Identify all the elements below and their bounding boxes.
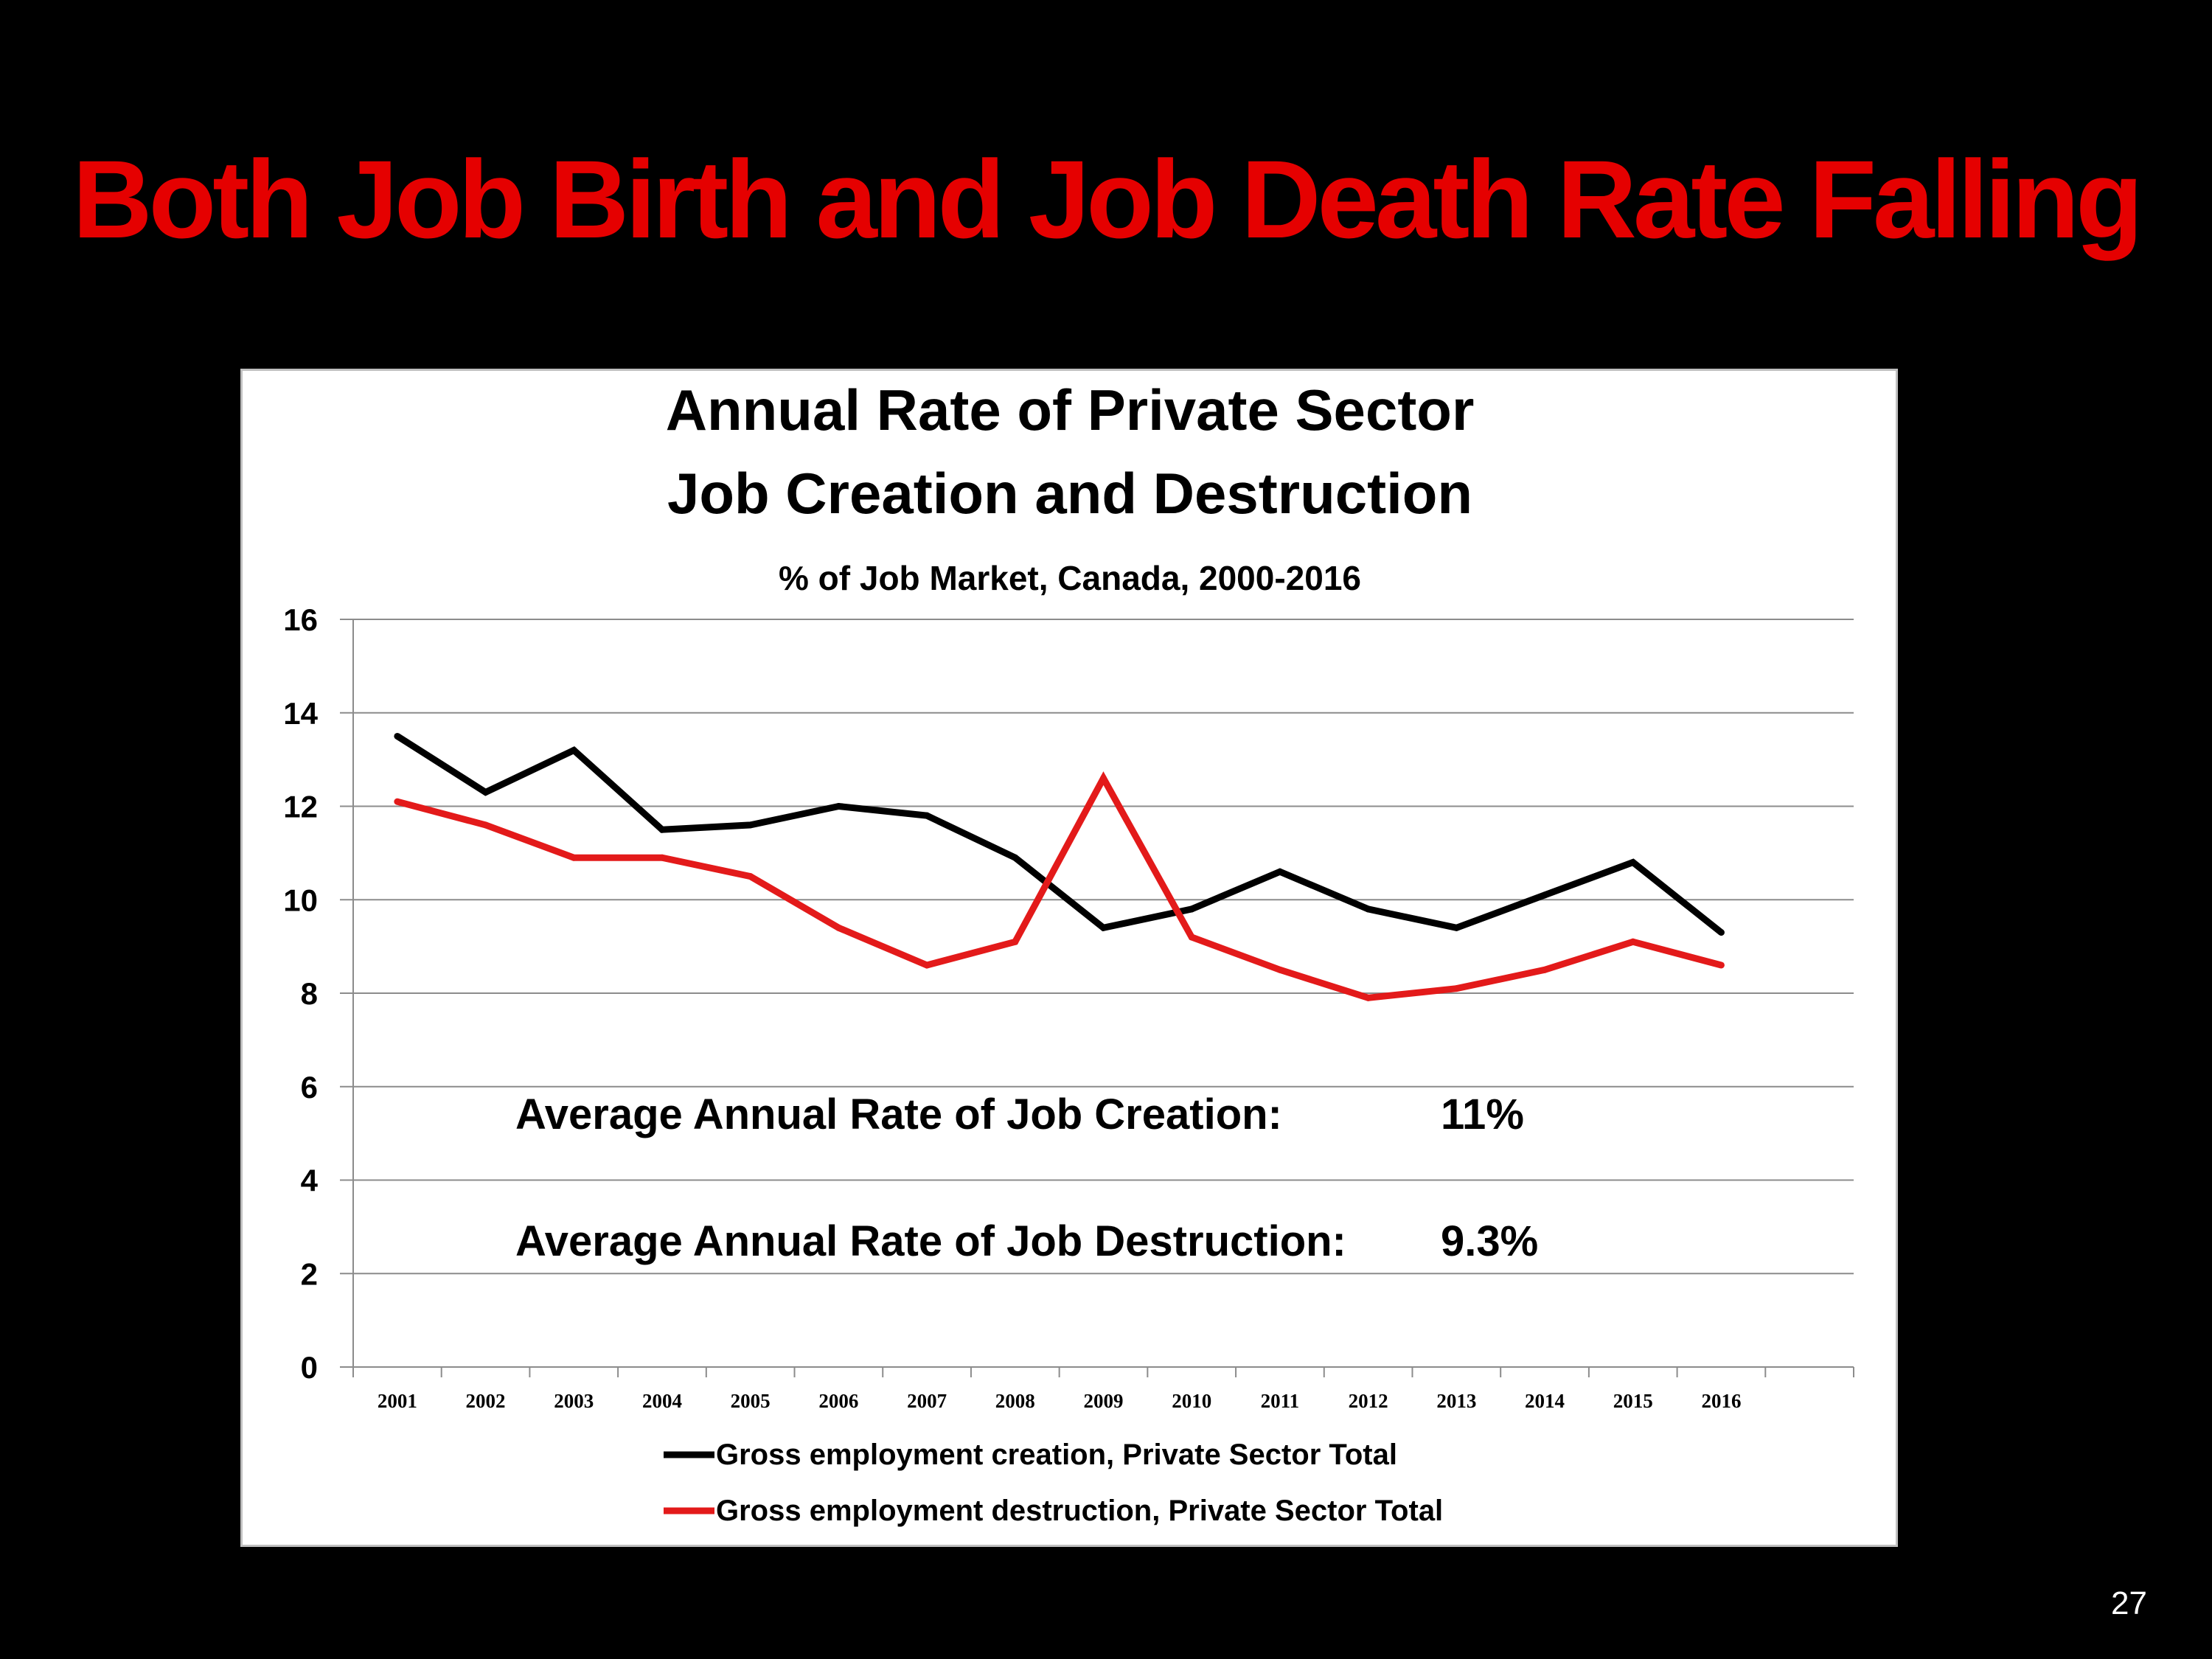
data-point-creation bbox=[1630, 859, 1637, 866]
y-tick-label: 14 bbox=[283, 696, 318, 731]
data-point-destruction bbox=[658, 854, 666, 861]
series-line-destruction bbox=[396, 771, 1722, 1001]
data-point-creation bbox=[835, 803, 842, 810]
data-point-destruction bbox=[570, 854, 577, 861]
data-point-creation bbox=[1453, 924, 1460, 931]
x-tick-label: 2014 bbox=[1525, 1390, 1565, 1412]
x-tick-label: 2007 bbox=[907, 1390, 947, 1412]
data-point-creation bbox=[394, 732, 401, 740]
x-tick-label: 2016 bbox=[1701, 1390, 1741, 1412]
data-point-creation bbox=[1717, 929, 1725, 936]
data-point-destruction bbox=[835, 924, 842, 931]
y-tick-label: 6 bbox=[301, 1070, 318, 1105]
data-point-creation bbox=[923, 812, 931, 819]
data-point-destruction bbox=[1541, 966, 1548, 973]
data-point-creation bbox=[1276, 868, 1284, 875]
legend: Gross employment creation, Private Secto… bbox=[664, 1439, 1443, 1527]
data-point-creation bbox=[570, 746, 577, 754]
x-tick-label: 2004 bbox=[642, 1390, 682, 1412]
x-tick-label: 2013 bbox=[1436, 1390, 1476, 1412]
line-chart: 0 2 4 6 8 10 12 14 16 2001 2002 2003 2004 2005 2006 200… bbox=[283, 378, 1854, 1527]
legend-label-destruction: Gross employment destruction, Private Se… bbox=[716, 1495, 1443, 1527]
data-point-destruction bbox=[394, 798, 401, 805]
x-tick-label: 2003 bbox=[554, 1390, 594, 1412]
data-point-creation bbox=[1012, 854, 1019, 861]
data-point-destruction bbox=[1717, 961, 1725, 969]
y-tick-label: 2 bbox=[301, 1256, 318, 1291]
data-point-destruction bbox=[1188, 933, 1195, 941]
y-tick-label: 10 bbox=[283, 883, 318, 917]
data-point-destruction bbox=[1012, 938, 1019, 945]
slide-title: Both Job Birth and Job Death Rate Fallin… bbox=[72, 137, 2143, 261]
legend-label-creation: Gross employment creation, Private Secto… bbox=[716, 1439, 1397, 1471]
chart-title-line2: Job Creation and Destruction bbox=[667, 461, 1472, 526]
data-point-creation bbox=[1188, 905, 1195, 913]
x-tick-label: 2010 bbox=[1172, 1390, 1211, 1412]
data-point-creation bbox=[747, 821, 754, 829]
data-point-creation bbox=[658, 826, 666, 833]
data-point-creation bbox=[1365, 905, 1372, 913]
data-point-destruction bbox=[1453, 985, 1460, 992]
creation-average-label: Average Annual Rate of Job Creation: bbox=[515, 1091, 1282, 1138]
chart-title: Annual Rate of Private Sector bbox=[666, 378, 1475, 442]
axes: 0 2 4 6 8 10 12 14 16 2001 2002 2003 2004 2005 2006 200… bbox=[283, 602, 1854, 1412]
y-tick-label: 4 bbox=[301, 1164, 319, 1198]
data-point-destruction bbox=[747, 873, 754, 880]
destruction-average-value: 9.3% bbox=[1441, 1217, 1538, 1265]
x-tick-label: 2005 bbox=[731, 1390, 771, 1412]
x-tick-label: 2001 bbox=[378, 1390, 417, 1412]
x-tick-label: 2012 bbox=[1349, 1390, 1388, 1412]
x-tick-label: 2009 bbox=[1084, 1390, 1124, 1412]
page-number: 27 bbox=[2111, 1585, 2147, 1621]
y-tick-label: 8 bbox=[301, 976, 318, 1011]
x-tick-label: 2002 bbox=[466, 1390, 506, 1412]
gridlines bbox=[353, 619, 1854, 1275]
y-tick-label: 12 bbox=[283, 790, 318, 824]
creation-average-value: 11% bbox=[1441, 1091, 1524, 1138]
data-point-destruction bbox=[1630, 938, 1637, 945]
x-tick-label: 2011 bbox=[1261, 1390, 1300, 1412]
chart-subtitle: % of Job Market, Canada, 2000-2016 bbox=[779, 559, 1361, 597]
data-point-destruction bbox=[482, 821, 490, 829]
series-line-creation bbox=[395, 733, 1724, 936]
data-point-creation bbox=[1541, 891, 1548, 899]
x-tick-label: 2015 bbox=[1613, 1390, 1653, 1412]
series-lines bbox=[394, 732, 1725, 1001]
x-tick-label: 2008 bbox=[995, 1390, 1035, 1412]
x-tick-label: 2006 bbox=[818, 1390, 858, 1412]
data-point-creation bbox=[482, 788, 490, 796]
destruction-average-label: Average Annual Rate of Job Destruction: bbox=[515, 1217, 1346, 1265]
y-tick-label: 0 bbox=[301, 1350, 318, 1385]
chart-panel: 0 2 4 6 8 10 12 14 16 2001 2002 2003 2004 2005 2006 200… bbox=[240, 369, 1898, 1547]
data-point-destruction bbox=[923, 961, 931, 969]
data-point-destruction bbox=[1276, 966, 1284, 973]
data-point-destruction bbox=[1100, 774, 1107, 782]
y-tick-label: 16 bbox=[283, 602, 318, 637]
data-point-destruction bbox=[1365, 994, 1372, 1001]
data-point-creation bbox=[1100, 924, 1107, 931]
